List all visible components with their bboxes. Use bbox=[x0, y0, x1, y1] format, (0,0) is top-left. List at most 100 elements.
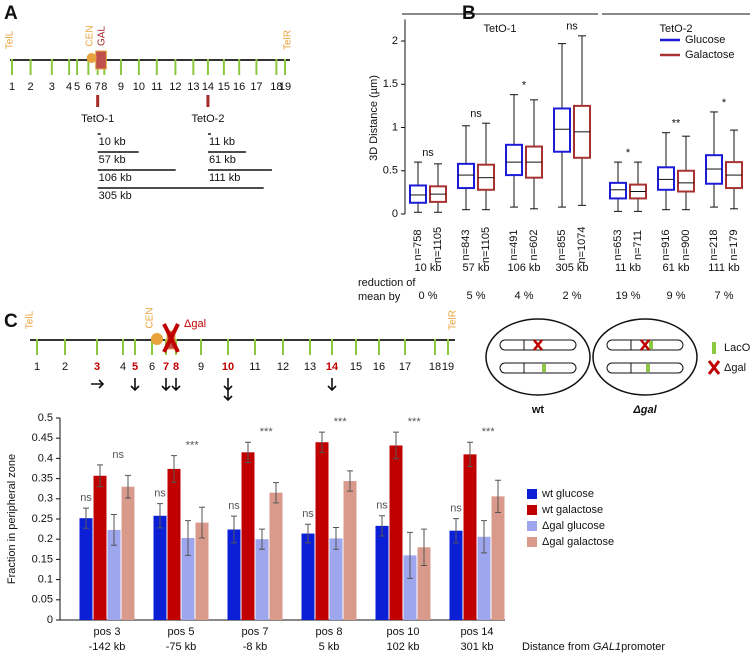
y-tick-label: 0.15 bbox=[32, 553, 53, 565]
position-label: 8 bbox=[101, 81, 107, 93]
distance-label: 106 kb bbox=[99, 172, 132, 184]
significance: ns bbox=[566, 21, 578, 33]
position-label: 10 bbox=[222, 361, 234, 373]
category-label: 57 kb bbox=[463, 262, 490, 274]
y-tick-label: 0 bbox=[392, 208, 398, 220]
bar bbox=[195, 522, 209, 620]
x-tick-sublabel: 5 kb bbox=[319, 641, 340, 653]
gal-locus bbox=[95, 50, 107, 70]
bar bbox=[329, 538, 343, 620]
arrow bbox=[130, 378, 140, 392]
bar bbox=[301, 533, 315, 620]
n-label: n=1105 bbox=[432, 227, 444, 263]
x-axis-label-part: promoter bbox=[621, 641, 665, 653]
deletion-icon bbox=[640, 339, 650, 351]
error-bar bbox=[407, 531, 413, 579]
position-label: 14 bbox=[202, 81, 214, 93]
position-label: 18 bbox=[270, 81, 282, 93]
position-label: 19 bbox=[279, 81, 291, 93]
significance: *** bbox=[408, 416, 422, 428]
cen-label: CEN bbox=[84, 25, 95, 46]
error-bar bbox=[305, 523, 311, 544]
significance: * bbox=[722, 97, 727, 109]
n-label: n=1105 bbox=[480, 227, 492, 263]
x-tick-sublabel: 102 kb bbox=[386, 641, 419, 653]
x-tick-label: pos 8 bbox=[316, 626, 343, 638]
position-label: 18 bbox=[429, 361, 441, 373]
n-label: n=602 bbox=[528, 230, 540, 261]
significance: *** bbox=[482, 426, 496, 438]
legend-swatch bbox=[527, 521, 537, 531]
position-label: 11 bbox=[151, 81, 162, 93]
y-tick-label: 0.4 bbox=[38, 452, 53, 464]
bar bbox=[477, 536, 491, 620]
bar bbox=[241, 452, 255, 620]
significance: *** bbox=[186, 439, 200, 451]
bar bbox=[417, 547, 431, 620]
tel-left: TelL bbox=[5, 30, 16, 49]
bar bbox=[121, 486, 135, 620]
bar bbox=[343, 481, 357, 620]
legend-swatch bbox=[527, 537, 537, 547]
error-bar bbox=[333, 526, 339, 550]
bar bbox=[463, 454, 477, 620]
n-label: n=843 bbox=[460, 230, 472, 261]
error-bar bbox=[273, 482, 279, 504]
panel-letter: C bbox=[4, 311, 18, 332]
bar bbox=[375, 525, 389, 620]
y-tick-label: 0.05 bbox=[32, 594, 53, 606]
teto-label: TetO-1 bbox=[81, 113, 114, 125]
y-axis-label: 3D Distance (µm) bbox=[368, 75, 380, 161]
position-label: 1 bbox=[9, 81, 15, 93]
deletion-icon bbox=[533, 339, 543, 351]
significance: ns bbox=[450, 503, 462, 515]
category-label: 11 kb bbox=[615, 262, 641, 274]
error-bar bbox=[467, 441, 473, 467]
x-tick-label: pos 14 bbox=[460, 626, 493, 638]
box bbox=[505, 143, 523, 177]
y-tick-label: 0.2 bbox=[38, 533, 53, 545]
bar bbox=[227, 529, 241, 620]
significance: ns bbox=[470, 108, 482, 120]
bar bbox=[107, 529, 121, 620]
distance-label: 61 kb bbox=[209, 154, 236, 166]
y-tick-label: 0.3 bbox=[38, 493, 53, 505]
position-label: 12 bbox=[169, 81, 181, 93]
category-label: 305 kb bbox=[555, 262, 588, 274]
box bbox=[457, 162, 475, 190]
centromere bbox=[86, 53, 97, 63]
distance-label: 305 kb bbox=[99, 190, 132, 202]
y-tick-label: 0.45 bbox=[32, 432, 53, 444]
reduction-value: 4 % bbox=[515, 290, 534, 302]
reduction-value: 2 % bbox=[563, 290, 582, 302]
position-label: 3 bbox=[94, 361, 100, 373]
bar bbox=[79, 518, 93, 620]
y-tick-label: 0.35 bbox=[32, 473, 53, 485]
distance-label: 10 kb bbox=[99, 136, 126, 148]
position-label: 6 bbox=[149, 361, 155, 373]
n-label: n=855 bbox=[556, 230, 568, 261]
arrow bbox=[161, 378, 171, 392]
x-tick-sublabel: -8 kb bbox=[243, 641, 267, 653]
y-axis-label: Fraction in peripheral zone bbox=[6, 454, 18, 584]
bar bbox=[389, 445, 403, 620]
chromatid bbox=[606, 362, 684, 374]
position-label: 1 bbox=[34, 361, 40, 373]
error-bar bbox=[199, 506, 205, 539]
significance: * bbox=[522, 80, 527, 92]
teto-marker bbox=[96, 95, 100, 107]
laco-site bbox=[649, 341, 653, 349]
deletion-mark bbox=[162, 323, 180, 353]
n-label: n=491 bbox=[508, 230, 520, 261]
cen-label: CEN bbox=[145, 307, 156, 328]
deletion-label: Δgal bbox=[184, 318, 206, 330]
n-label: n=218 bbox=[708, 230, 720, 261]
position-label: 13 bbox=[304, 361, 316, 373]
panel-letter: A bbox=[4, 3, 18, 24]
position-label: 8 bbox=[173, 361, 179, 373]
group-label: TetO-2 bbox=[659, 23, 692, 35]
gal-label: GAL bbox=[96, 26, 107, 46]
n-label: n=758 bbox=[412, 230, 424, 261]
y-tick-label: 0.25 bbox=[32, 513, 53, 525]
